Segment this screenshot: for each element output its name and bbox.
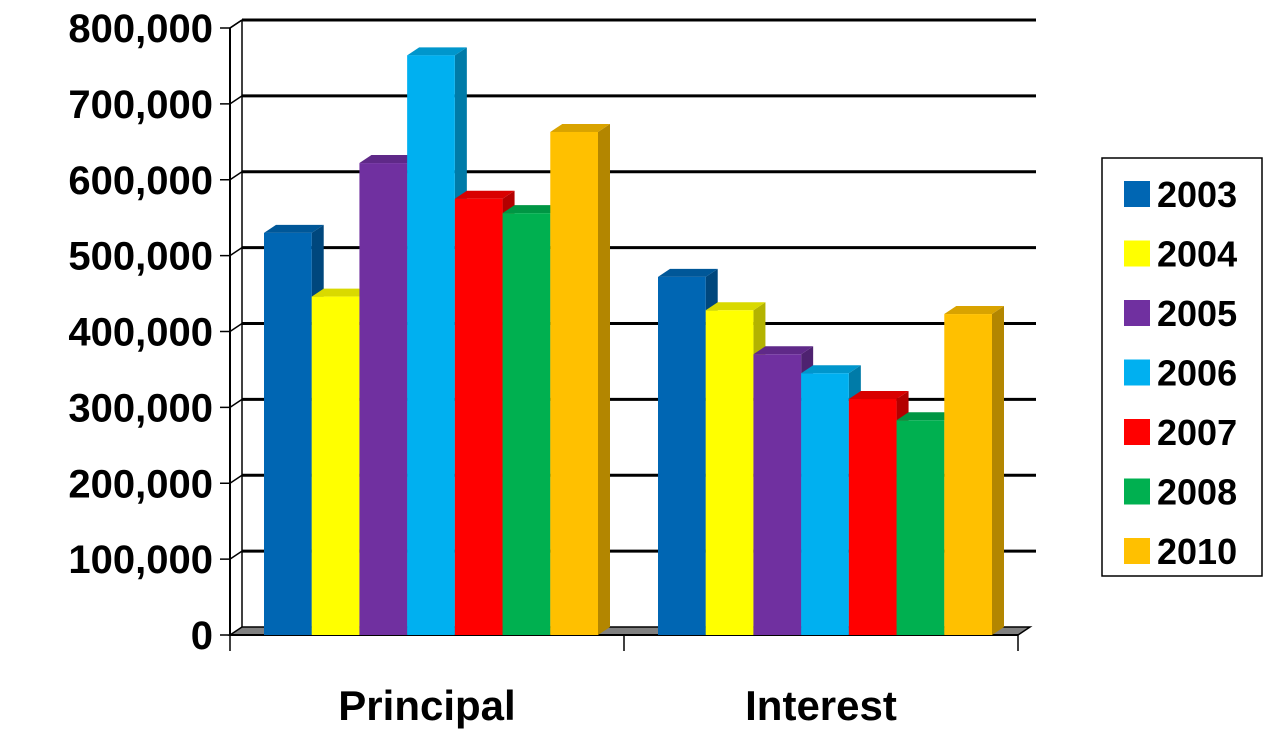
legend-swatch-2007 bbox=[1124, 419, 1150, 445]
legend: 2003 2004 2005 2006 2007 2008 2010 bbox=[1101, 157, 1263, 577]
back-wall-top-edge bbox=[229, 19, 243, 29]
y-tick-label: 400,000 bbox=[68, 311, 213, 355]
legend-swatch-2005 bbox=[1124, 300, 1150, 326]
y-tick-label: 200,000 bbox=[68, 462, 213, 506]
legend-swatch-2010 bbox=[1124, 538, 1150, 564]
bar-principal-2010 bbox=[550, 123, 610, 636]
x-category-label-interest: Interest bbox=[745, 682, 897, 729]
legend-swatch-2003 bbox=[1124, 181, 1150, 207]
gridline-connector bbox=[229, 474, 243, 484]
legend-label-2004: 2004 bbox=[1157, 234, 1237, 275]
gridline-connector bbox=[229, 550, 243, 560]
gridline-connector bbox=[229, 95, 243, 105]
bar-interest-2010 bbox=[944, 306, 1004, 635]
gridline-connector bbox=[229, 398, 243, 408]
legend-label-2007: 2007 bbox=[1157, 412, 1237, 453]
y-tick-label: 100,000 bbox=[68, 538, 213, 582]
gridline-connector bbox=[229, 171, 243, 181]
y-tick-label: 600,000 bbox=[68, 159, 213, 203]
legend-label-2006: 2006 bbox=[1157, 353, 1237, 394]
y-tick-label: 800,000 bbox=[68, 7, 213, 51]
category-labels: Principal Interest bbox=[338, 682, 897, 729]
gridline-connector bbox=[229, 322, 243, 333]
y-tick-labels: 0 100,000 200,000 300,000 400,000 500,000 600,… bbox=[68, 7, 213, 658]
x-category-label-principal: Principal bbox=[338, 682, 515, 729]
legend-label-2010: 2010 bbox=[1157, 531, 1237, 572]
y-tick-label: 0 bbox=[191, 614, 213, 658]
y-tick-label: 300,000 bbox=[68, 386, 213, 430]
y-tick-label: 500,000 bbox=[68, 235, 213, 279]
legend-label-2003: 2003 bbox=[1157, 174, 1237, 215]
gridline-connector bbox=[229, 247, 243, 257]
legend-swatch-2004 bbox=[1124, 240, 1150, 267]
legend-label-2008: 2008 bbox=[1157, 472, 1237, 513]
bars bbox=[264, 47, 1004, 636]
legend-label-2005: 2005 bbox=[1157, 293, 1237, 334]
y-tick-label: 700,000 bbox=[68, 83, 213, 127]
legend-swatch-2006 bbox=[1124, 359, 1150, 386]
legend-swatch-2008 bbox=[1124, 478, 1150, 505]
